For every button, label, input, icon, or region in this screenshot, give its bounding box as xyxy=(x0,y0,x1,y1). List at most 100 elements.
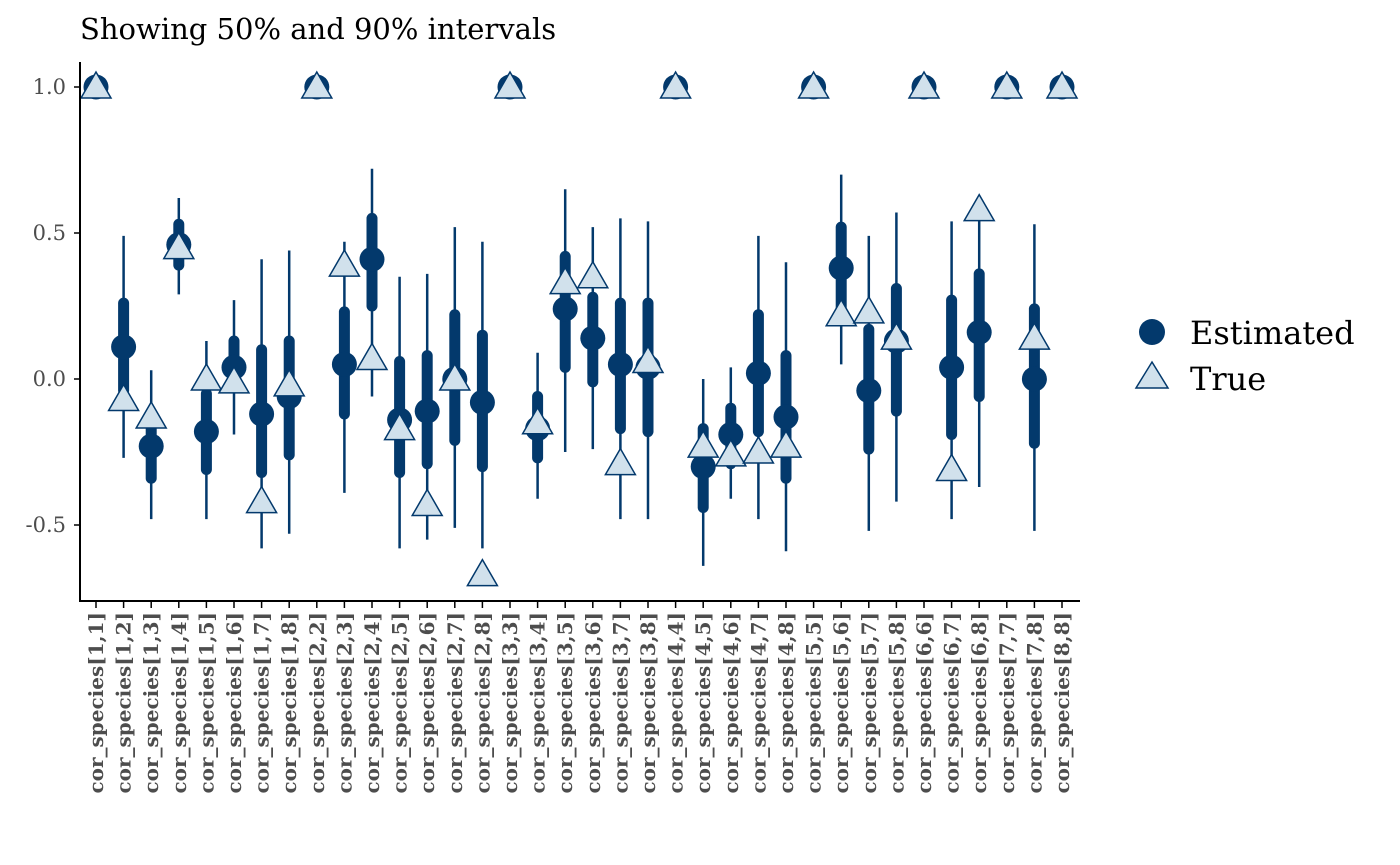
x-tick-label: cor_species[3,6] xyxy=(581,612,605,794)
x-tick-label: cor_species[3,7] xyxy=(608,612,632,794)
true-point xyxy=(907,70,941,99)
true-point xyxy=(134,400,168,429)
estimated-point xyxy=(745,360,771,386)
x-tick-label: cor_species[3,3] xyxy=(498,612,522,794)
true-point xyxy=(1045,70,1079,99)
legend-true-marker xyxy=(1134,360,1170,389)
x-tick-label: cor_species[3,4] xyxy=(526,612,550,794)
x-tick-label: cor_species[2,7] xyxy=(443,612,467,794)
legend-true-label: True xyxy=(1190,360,1266,398)
true-point xyxy=(410,488,444,517)
x-tick-label: cor_species[5,7] xyxy=(857,612,881,794)
true-point xyxy=(466,558,499,587)
true-point xyxy=(990,70,1024,99)
true-point xyxy=(245,485,278,514)
x-tick-label: cor_species[4,5] xyxy=(691,612,715,794)
true-point xyxy=(935,453,968,482)
estimated-point xyxy=(1021,366,1047,392)
true-point xyxy=(1018,321,1051,350)
x-tick-label: cor_species[1,4] xyxy=(167,612,191,794)
true-point xyxy=(962,193,996,222)
estimated-point xyxy=(249,401,275,427)
true-point xyxy=(521,406,554,435)
x-tick-label: cor_species[8,8] xyxy=(1050,612,1074,794)
estimated-point xyxy=(773,404,799,430)
x-tick-label: cor_species[4,7] xyxy=(746,612,770,794)
x-tick-label: cor_species[7,7] xyxy=(995,612,1019,794)
chart-title: Showing 50% and 90% intervals xyxy=(80,12,556,46)
x-tick-label: cor_species[1,2] xyxy=(112,612,136,794)
x-tick-label: cor_species[5,5] xyxy=(802,612,826,794)
true-point xyxy=(107,382,140,412)
true-point xyxy=(576,260,610,289)
x-tick-label: cor_species[2,2] xyxy=(305,612,329,794)
estimated-point xyxy=(552,296,578,322)
x-tick-label: cor_species[1,3] xyxy=(139,612,163,794)
true-point xyxy=(272,368,306,397)
estimated-point xyxy=(359,246,385,272)
x-tick-label: cor_species[3,5] xyxy=(553,612,577,794)
x-tick-label: cor_species[2,8] xyxy=(470,612,494,794)
true-point xyxy=(383,412,416,441)
estimated-point xyxy=(331,351,357,377)
y-axis: 1.0 0.5 0.0 -0.5 xyxy=(26,75,80,537)
estimated-point xyxy=(580,325,606,351)
y-tick-label: 0.0 xyxy=(33,367,66,391)
true-point xyxy=(742,435,775,464)
x-tick-label: cor_species[4,6] xyxy=(719,612,743,794)
true-point xyxy=(769,429,803,458)
true-point xyxy=(438,362,472,391)
x-tick-label: cor_species[6,8] xyxy=(967,612,991,794)
x-tick-label: cor_species[6,7] xyxy=(940,612,964,794)
true-point xyxy=(328,248,361,277)
true-point xyxy=(217,365,251,394)
x-tick-label: cor_species[1,7] xyxy=(250,612,274,794)
x-tick-label: cor_species[2,6] xyxy=(415,612,439,794)
x-tick-label: cor_species[1,5] xyxy=(194,612,218,794)
estimated-point xyxy=(414,398,440,424)
true-point xyxy=(797,70,830,99)
legend: Estimated True xyxy=(1134,314,1355,398)
x-tick-label: cor_species[1,6] xyxy=(222,612,246,794)
y-tick-label: 1.0 xyxy=(33,75,66,99)
x-tick-label: cor_species[2,5] xyxy=(388,612,412,794)
true-point xyxy=(686,429,720,458)
x-tick-label: cor_species[3,8] xyxy=(636,612,660,794)
true-point xyxy=(631,344,665,374)
true-point xyxy=(79,70,113,99)
estimated-point xyxy=(111,334,137,360)
estimated-point xyxy=(856,378,882,404)
x-tick-label: cor_species[2,3] xyxy=(332,612,356,794)
estimated-point xyxy=(828,255,854,281)
estimated-point xyxy=(690,454,716,480)
x-tick-label: cor_species[6,6] xyxy=(912,612,936,794)
legend-estimated-label: Estimated xyxy=(1190,314,1355,352)
estimated-point xyxy=(966,319,992,345)
estimated-point xyxy=(718,421,744,447)
true-point xyxy=(604,447,637,476)
x-tick-label: cor_species[7,8] xyxy=(1022,612,1046,794)
x-tick-label: cor_species[1,1] xyxy=(84,612,108,794)
true-point xyxy=(824,298,858,327)
x-tick-label: cor_species[5,6] xyxy=(829,612,853,794)
legend-estimated-marker xyxy=(1139,319,1165,345)
true-point xyxy=(300,70,334,99)
true-point xyxy=(714,438,748,467)
true-point xyxy=(852,295,886,324)
x-tick-label: cor_species[2,4] xyxy=(360,612,384,794)
estimated-point xyxy=(469,389,495,415)
true-point xyxy=(162,231,196,260)
points-layer xyxy=(79,70,1079,587)
estimated-point xyxy=(138,433,164,459)
true-point xyxy=(493,70,527,99)
true-point xyxy=(548,266,582,295)
x-tick-label: cor_species[1,8] xyxy=(277,612,301,794)
x-tick-label: cor_species[4,8] xyxy=(774,612,798,794)
x-tick-label: cor_species[4,4] xyxy=(664,612,688,794)
estimated-point xyxy=(193,419,219,445)
estimated-point xyxy=(939,354,965,380)
true-point xyxy=(355,342,389,371)
y-tick-label: -0.5 xyxy=(26,513,67,537)
estimated-point xyxy=(607,351,633,377)
